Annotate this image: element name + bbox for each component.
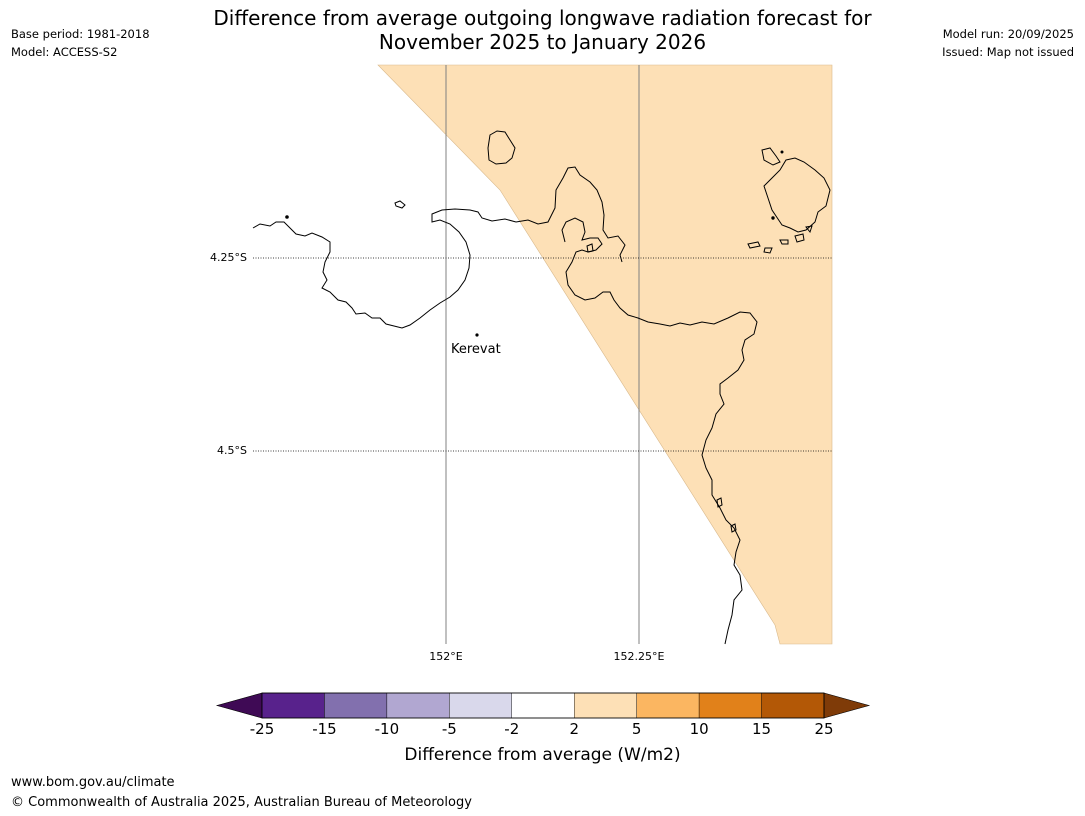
- colorbar-segment: [698, 692, 762, 719]
- model-run-text: Model run: 20/09/2025: [942, 27, 1074, 41]
- colorbar-tick-label: -25: [249, 720, 275, 738]
- colorbar-segment: [449, 692, 512, 719]
- lat-label-4-25s: 4.25°S: [210, 251, 247, 264]
- title-line-2: November 2025 to January 2026: [378, 30, 707, 54]
- colorbar-outline: [261, 692, 825, 719]
- colorbar-segment: [386, 692, 450, 719]
- islet-dot-3: [771, 216, 775, 220]
- title-line-1: Difference from average outgoing longwav…: [213, 6, 872, 30]
- coastline-small-island: [394, 200, 406, 209]
- colorbar-tick-label: 15: [752, 720, 772, 738]
- coastlines: [252, 130, 831, 645]
- colorbar-segment: [511, 692, 575, 719]
- colorbar-tick-label: -5: [441, 720, 457, 738]
- map-title: Difference from average outgoing longwav…: [0, 6, 1085, 54]
- place-label-kerevat: Kerevat: [451, 342, 501, 357]
- coastline-islet-a: [586, 243, 594, 253]
- colorbar-tick-label: -10: [374, 720, 400, 738]
- footer-copyright: © Commonwealth of Australia 2025, Austra…: [11, 795, 472, 810]
- lon-label-152-25e: 152.25°E: [613, 650, 665, 663]
- colorbar-tick-label: 2: [569, 720, 579, 738]
- coastline-islet-b: [716, 497, 723, 508]
- metadata-right: Model run: 20/09/2025 Issued: Map not is…: [942, 25, 1074, 61]
- colorbar-tick-label: -15: [312, 720, 337, 738]
- metadata-left: Base period: 1981-2018 Model: ACCESS-S2: [11, 25, 150, 61]
- lon-label-152e: 152°E: [429, 650, 463, 663]
- colorbar-segment: [761, 692, 825, 719]
- colorbar-segment: [636, 692, 700, 719]
- colorbar-label: Difference from average (W/m2): [404, 745, 681, 765]
- colorbar-extend-low: [215, 692, 263, 719]
- base-period-text: Base period: 1981-2018: [11, 27, 150, 41]
- footer-url: www.bom.gov.au/climate: [11, 775, 175, 790]
- coastline-islet-c: [730, 523, 737, 533]
- islet-dot-2: [780, 150, 784, 154]
- colorbar-segment: [574, 692, 637, 719]
- colorbar-segment: [324, 692, 388, 719]
- coastline-gazelle-peninsula: [252, 208, 517, 329]
- colorbar-tick-label: 5: [631, 720, 642, 738]
- place-marker-dot: [475, 333, 479, 337]
- colorbar-tick-label: 10: [689, 720, 709, 738]
- colorbar-segments: [215, 692, 871, 719]
- islet-dot-1: [285, 215, 289, 219]
- coastline-duke-of-york-island: [487, 130, 516, 165]
- colorbar-extend-high: [823, 692, 871, 719]
- model-text: Model: ACCESS-S2: [11, 45, 118, 59]
- colorbar-tick-label: -2: [504, 720, 520, 738]
- coastline-new-ireland-north: [515, 166, 626, 263]
- coastline-lihir-islands: [747, 147, 831, 254]
- colorbar-segment: [261, 692, 325, 719]
- lat-label-4-5s: 4.5°S: [217, 444, 247, 457]
- colorbar-tick-label: 25: [814, 720, 834, 738]
- issued-text: Issued: Map not issued: [942, 45, 1074, 59]
